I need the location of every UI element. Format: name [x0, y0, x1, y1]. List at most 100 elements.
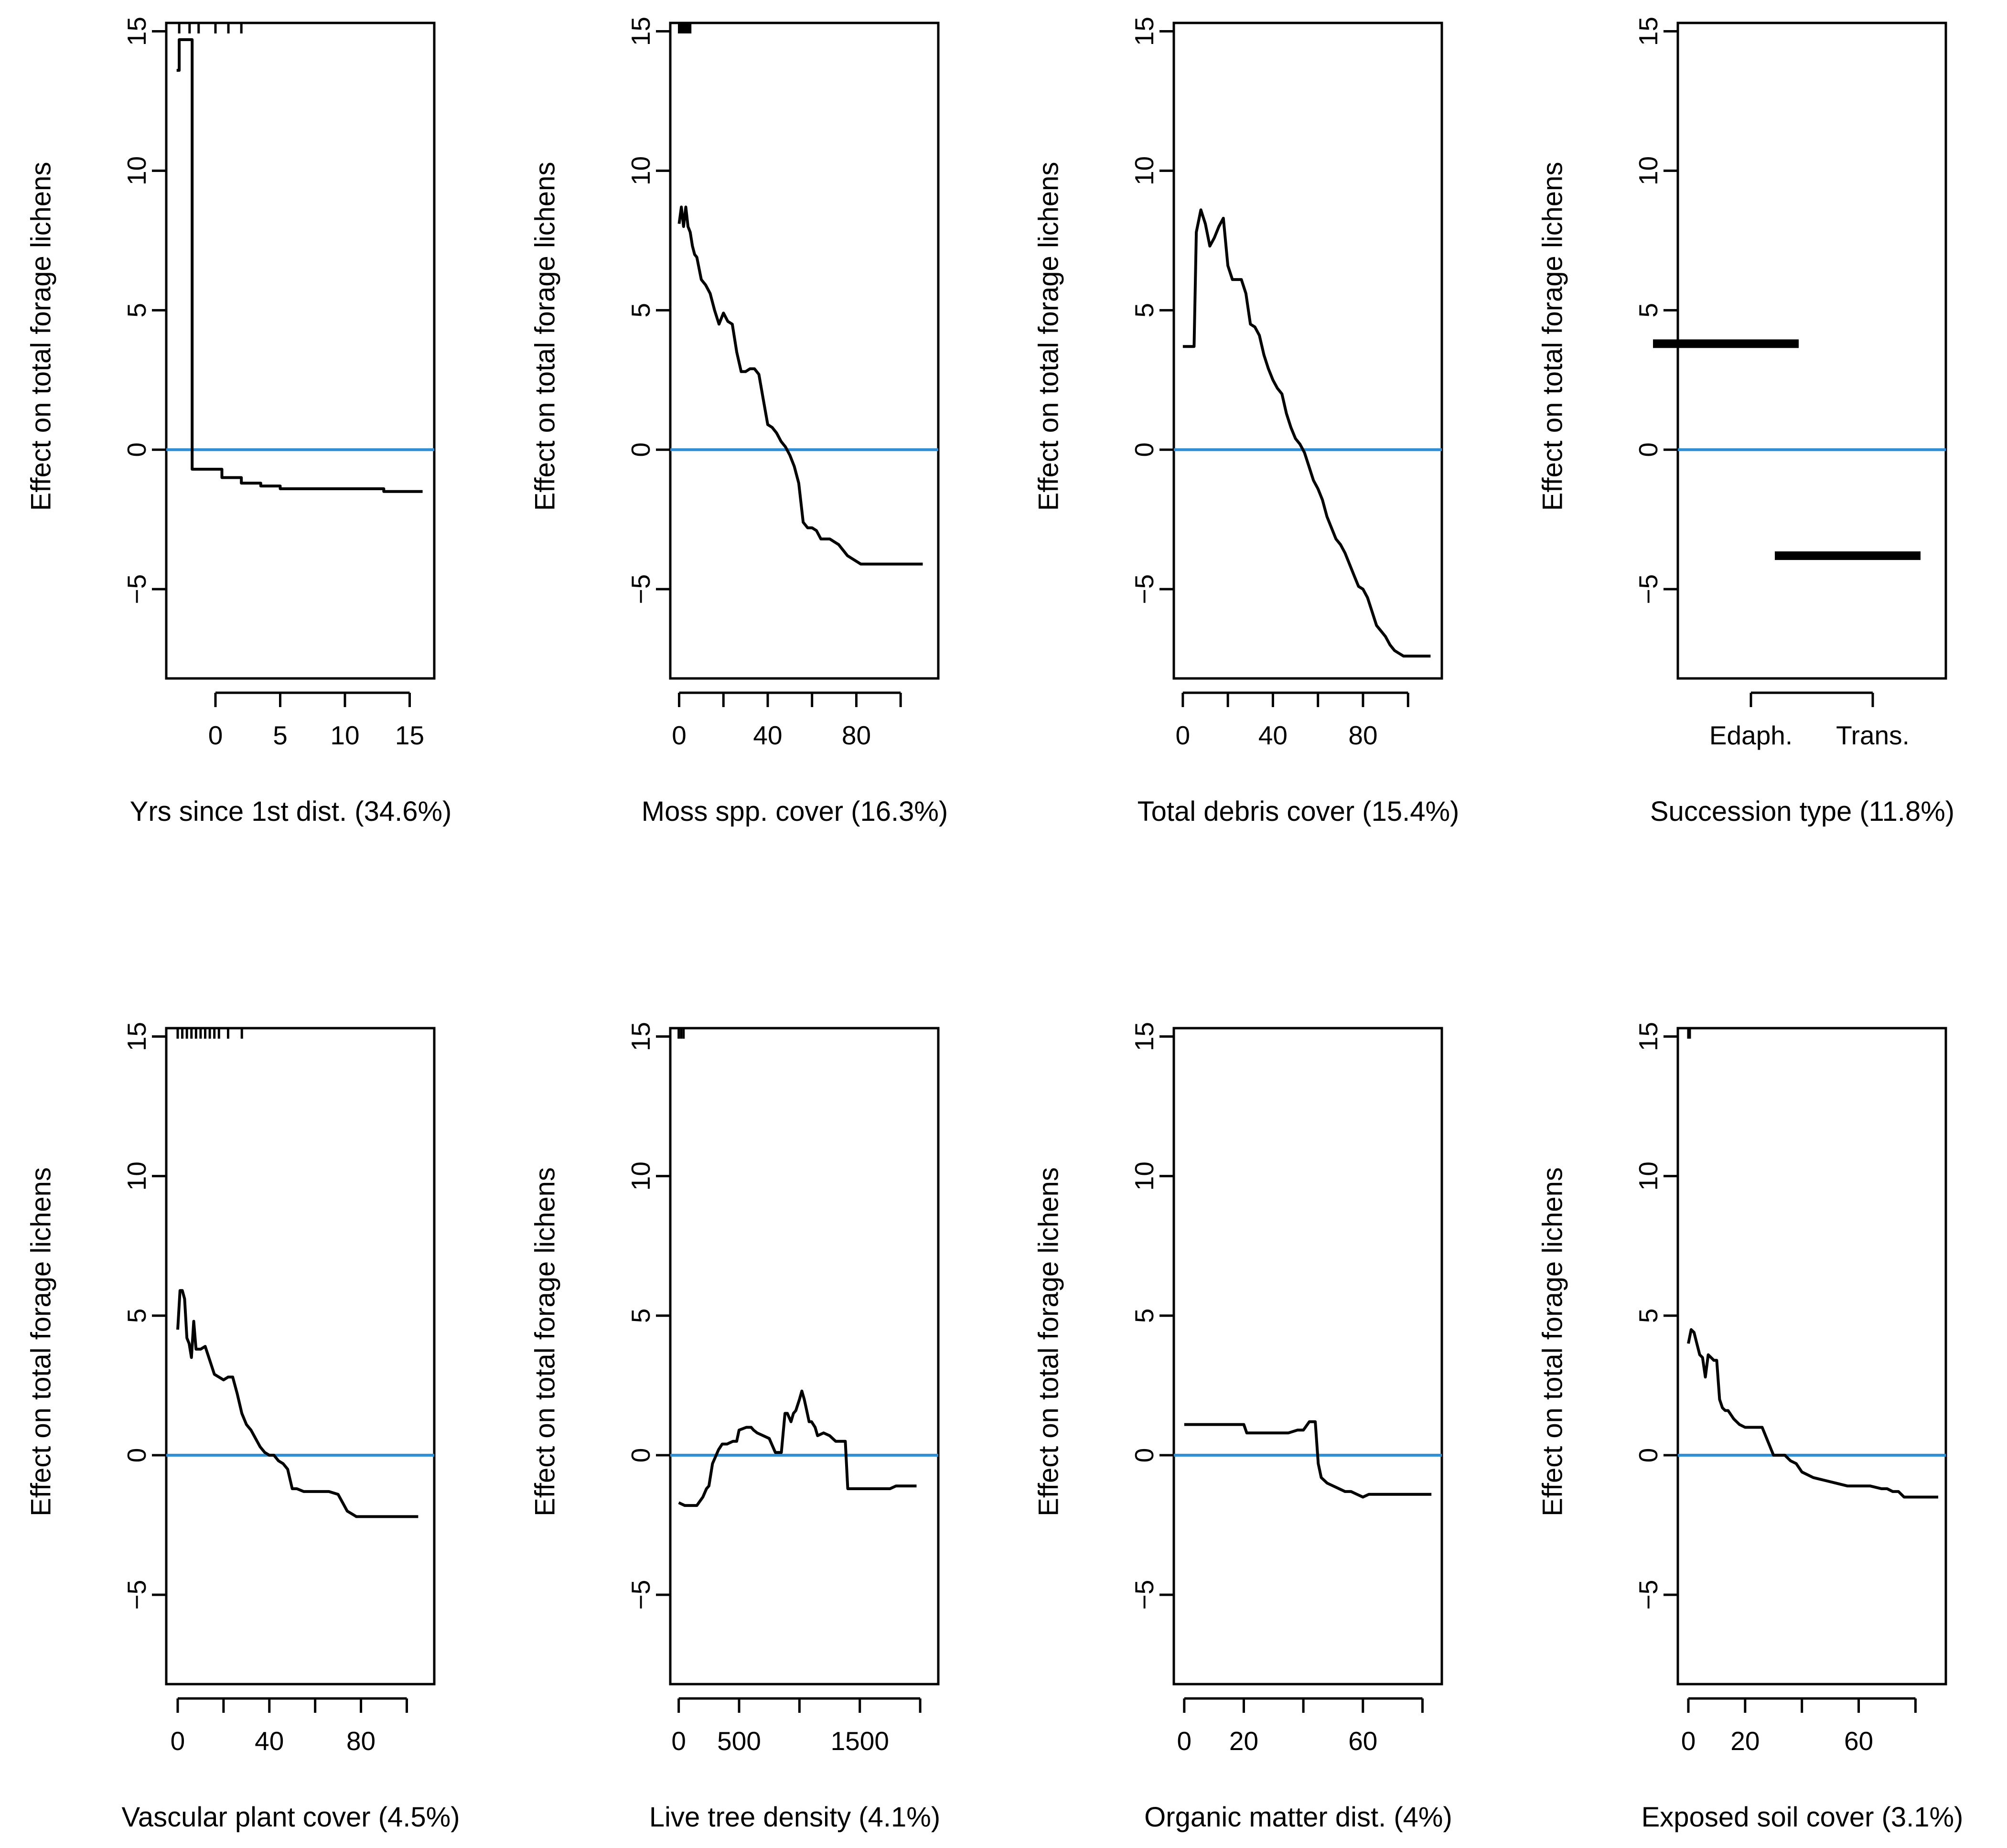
- y-tick-label: 5: [122, 303, 151, 318]
- x-tick-label: 80: [346, 1726, 376, 1756]
- y-tick-label: 10: [1633, 156, 1663, 185]
- y-tick-label: 5: [626, 303, 655, 318]
- x-axis-title: Vascular plant cover (4.5%): [121, 1802, 460, 1833]
- panel-3: −5 0 5 10 15 Effect on total forage lichens 0 4…: [1033, 17, 1460, 827]
- y-tick-label: 10: [1633, 1161, 1663, 1191]
- y-tick-label: 15: [626, 1022, 655, 1051]
- y-tick-label: 0: [626, 1448, 655, 1463]
- panel-7: −5 0 5 10 15 Effect on total forage lichens 0 2…: [1033, 1022, 1452, 1833]
- y-axis-title: Effect on total forage lichens: [1537, 162, 1568, 511]
- y-axis-title: Effect on total forage lichens: [1033, 1167, 1064, 1516]
- y-tick-label: 10: [1129, 1161, 1159, 1191]
- x-tick-label: 15: [395, 720, 424, 750]
- partial-dependence-curve: [1687, 1328, 1938, 1499]
- y-tick-label: 15: [122, 17, 151, 46]
- y-tick-label: 15: [1633, 17, 1663, 46]
- panel-6: −5 0 5 10 15 Effect on total forage lichens 0 5…: [530, 1022, 941, 1833]
- panel-1: −5 0 5 10 15 Effect on total forage lichens 0 5…: [26, 17, 452, 827]
- x-tick-label: 0: [208, 720, 223, 750]
- y-tick-label: 10: [626, 156, 655, 185]
- y-tick-label: 10: [626, 1161, 655, 1191]
- y-tick-label: 0: [122, 442, 151, 457]
- y-tick-label: −5: [626, 1580, 655, 1610]
- y-axis-title: Effect on total forage lichens: [1537, 1167, 1568, 1516]
- x-tick-label: 0: [672, 720, 687, 750]
- x-tick-label: 0: [1681, 1726, 1696, 1756]
- y-tick-label: 0: [626, 442, 655, 457]
- x-tick-label: 20: [1229, 1726, 1258, 1756]
- y-tick-label: 15: [626, 17, 655, 46]
- x-tick-label: 0: [1176, 720, 1191, 750]
- y-tick-label: 0: [1129, 1448, 1159, 1463]
- partial-dependence-curve: [176, 1289, 419, 1518]
- y-tick-label: 5: [1129, 1308, 1159, 1323]
- x-axis-title: Organic matter dist. (4%): [1144, 1802, 1452, 1833]
- y-tick-label: 5: [122, 1308, 151, 1323]
- plot-frame: [1676, 1027, 1947, 1686]
- x-tick-label: 60: [1844, 1726, 1873, 1756]
- partial-dependence-curve: [1184, 1420, 1432, 1499]
- x-tick-label: 500: [717, 1726, 761, 1756]
- x-tick-label: 0: [1177, 1726, 1192, 1756]
- y-tick-label: −5: [1633, 1580, 1663, 1610]
- x-axis-title: Live tree density (4.1%): [649, 1802, 940, 1833]
- x-tick-label: 5: [273, 720, 288, 750]
- y-tick-label: 10: [122, 156, 151, 185]
- panel-5: −5 0 5 10 15 Effect on total forage lichens 0 4…: [26, 1022, 460, 1833]
- x-tick-label: Edaph.: [1709, 720, 1792, 750]
- y-tick-label: 15: [1129, 1022, 1159, 1051]
- plot-frame: [165, 1027, 436, 1686]
- y-tick-label: −5: [1129, 574, 1159, 604]
- plot-frame: [669, 1027, 940, 1686]
- y-tick-label: 15: [1129, 17, 1159, 46]
- x-axis-title: Total debris cover (15.4%): [1138, 796, 1460, 827]
- x-tick-label: 40: [753, 720, 782, 750]
- y-tick-label: −5: [122, 574, 151, 604]
- plot-frame: [165, 21, 436, 680]
- panel-4: −5 0 5 10 15 Effect on total forage lichens Ed…: [1537, 17, 1955, 827]
- plot-frame: [669, 21, 940, 680]
- y-axis-title: Effect on total forage lichens: [26, 1167, 57, 1516]
- panel-2: −5 0 5 10 15 Effect on total forage lichens 0 4…: [530, 17, 948, 827]
- x-tick-label: Trans.: [1836, 720, 1910, 750]
- plot-frame: [1676, 21, 1947, 680]
- y-tick-label: 0: [1633, 1448, 1663, 1463]
- y-tick-label: 10: [122, 1161, 151, 1191]
- x-axis-title: Yrs since 1st dist. (34.6%): [130, 796, 452, 827]
- x-tick-label: 40: [255, 1726, 284, 1756]
- y-tick-label: −5: [122, 1580, 151, 1610]
- plot-frame: [1172, 1027, 1443, 1686]
- x-axis-title: Exposed soil cover (3.1%): [1642, 1802, 1964, 1833]
- y-tick-label: 0: [1129, 442, 1159, 457]
- partial-dependence-curve: [176, 38, 423, 493]
- y-tick-label: 15: [1633, 1022, 1663, 1051]
- x-tick-label: 1500: [831, 1726, 889, 1756]
- y-tick-label: −5: [1633, 574, 1663, 604]
- y-axis-title: Effect on total forage lichens: [26, 162, 57, 511]
- y-tick-label: 5: [1633, 1308, 1663, 1323]
- x-tick-label: 80: [842, 720, 871, 750]
- x-tick-label: 0: [671, 1726, 686, 1756]
- y-tick-label: 5: [1633, 303, 1663, 318]
- x-tick-label: 60: [1348, 1726, 1377, 1756]
- y-tick-label: 5: [1129, 303, 1159, 318]
- panel-8: −5 0 5 10 15 Effect on total forage lichens 0 2…: [1537, 1022, 1964, 1833]
- y-tick-label: 15: [122, 1022, 151, 1051]
- x-tick-label: 80: [1348, 720, 1377, 750]
- y-tick-label: −5: [1129, 1580, 1159, 1610]
- x-tick-label: 10: [330, 720, 359, 750]
- y-tick-label: 0: [122, 1448, 151, 1463]
- y-tick-label: 5: [626, 1308, 655, 1323]
- x-tick-label: 40: [1258, 720, 1288, 750]
- partial-dependence-curve: [678, 1389, 917, 1507]
- y-axis-title: Effect on total forage lichens: [1033, 162, 1064, 511]
- y-axis-title: Effect on total forage lichens: [530, 1167, 561, 1516]
- y-tick-label: 10: [1129, 156, 1159, 185]
- plot-frame: [1172, 21, 1443, 680]
- y-tick-label: −5: [626, 574, 655, 604]
- x-tick-label: 0: [171, 1726, 185, 1756]
- y-tick-label: 0: [1633, 442, 1663, 457]
- partial-dependence-curve: [1182, 208, 1431, 658]
